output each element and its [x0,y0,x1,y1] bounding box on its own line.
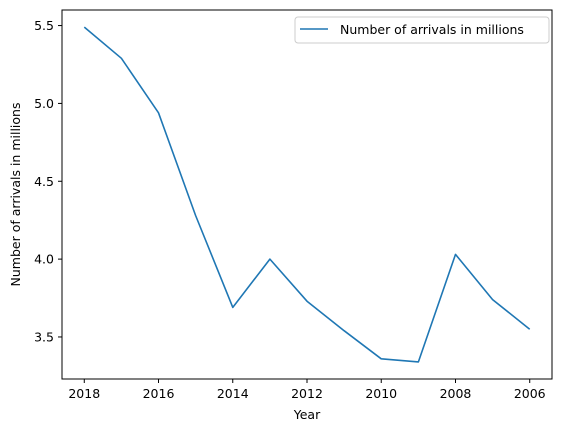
x-axis-label: Year [293,407,321,422]
y-tick-label: 5.0 [34,96,54,111]
x-tick-label: 2018 [68,386,100,401]
series-layer [83,26,531,363]
y-axis-ticks: 3.5 4.0 4.5 5.0 5.5 [34,18,62,344]
x-tick-label: 2008 [440,386,472,401]
legend: Number of arrivals in millions [294,16,550,44]
x-tick-label: 2016 [143,386,175,401]
x-axis-ticks: 2018 2016 2014 2012 2010 2008 2006 [68,379,546,401]
x-tick-label: 2014 [217,386,249,401]
y-tick-label: 4.5 [34,174,54,189]
x-tick-label: 2010 [365,386,397,401]
x-tick-label: 2006 [514,386,546,401]
y-axis-label: Number of arrivals in millions [8,103,23,287]
plot-frame [61,9,553,380]
series-line [83,26,531,363]
y-tick-label: 3.5 [34,329,54,344]
x-tick-label: 2012 [291,386,323,401]
y-tick-label: 5.5 [34,18,54,33]
legend-entry-label: Number of arrivals in millions [340,22,524,37]
legend-box [294,16,550,44]
y-tick-label: 4.0 [34,252,54,267]
